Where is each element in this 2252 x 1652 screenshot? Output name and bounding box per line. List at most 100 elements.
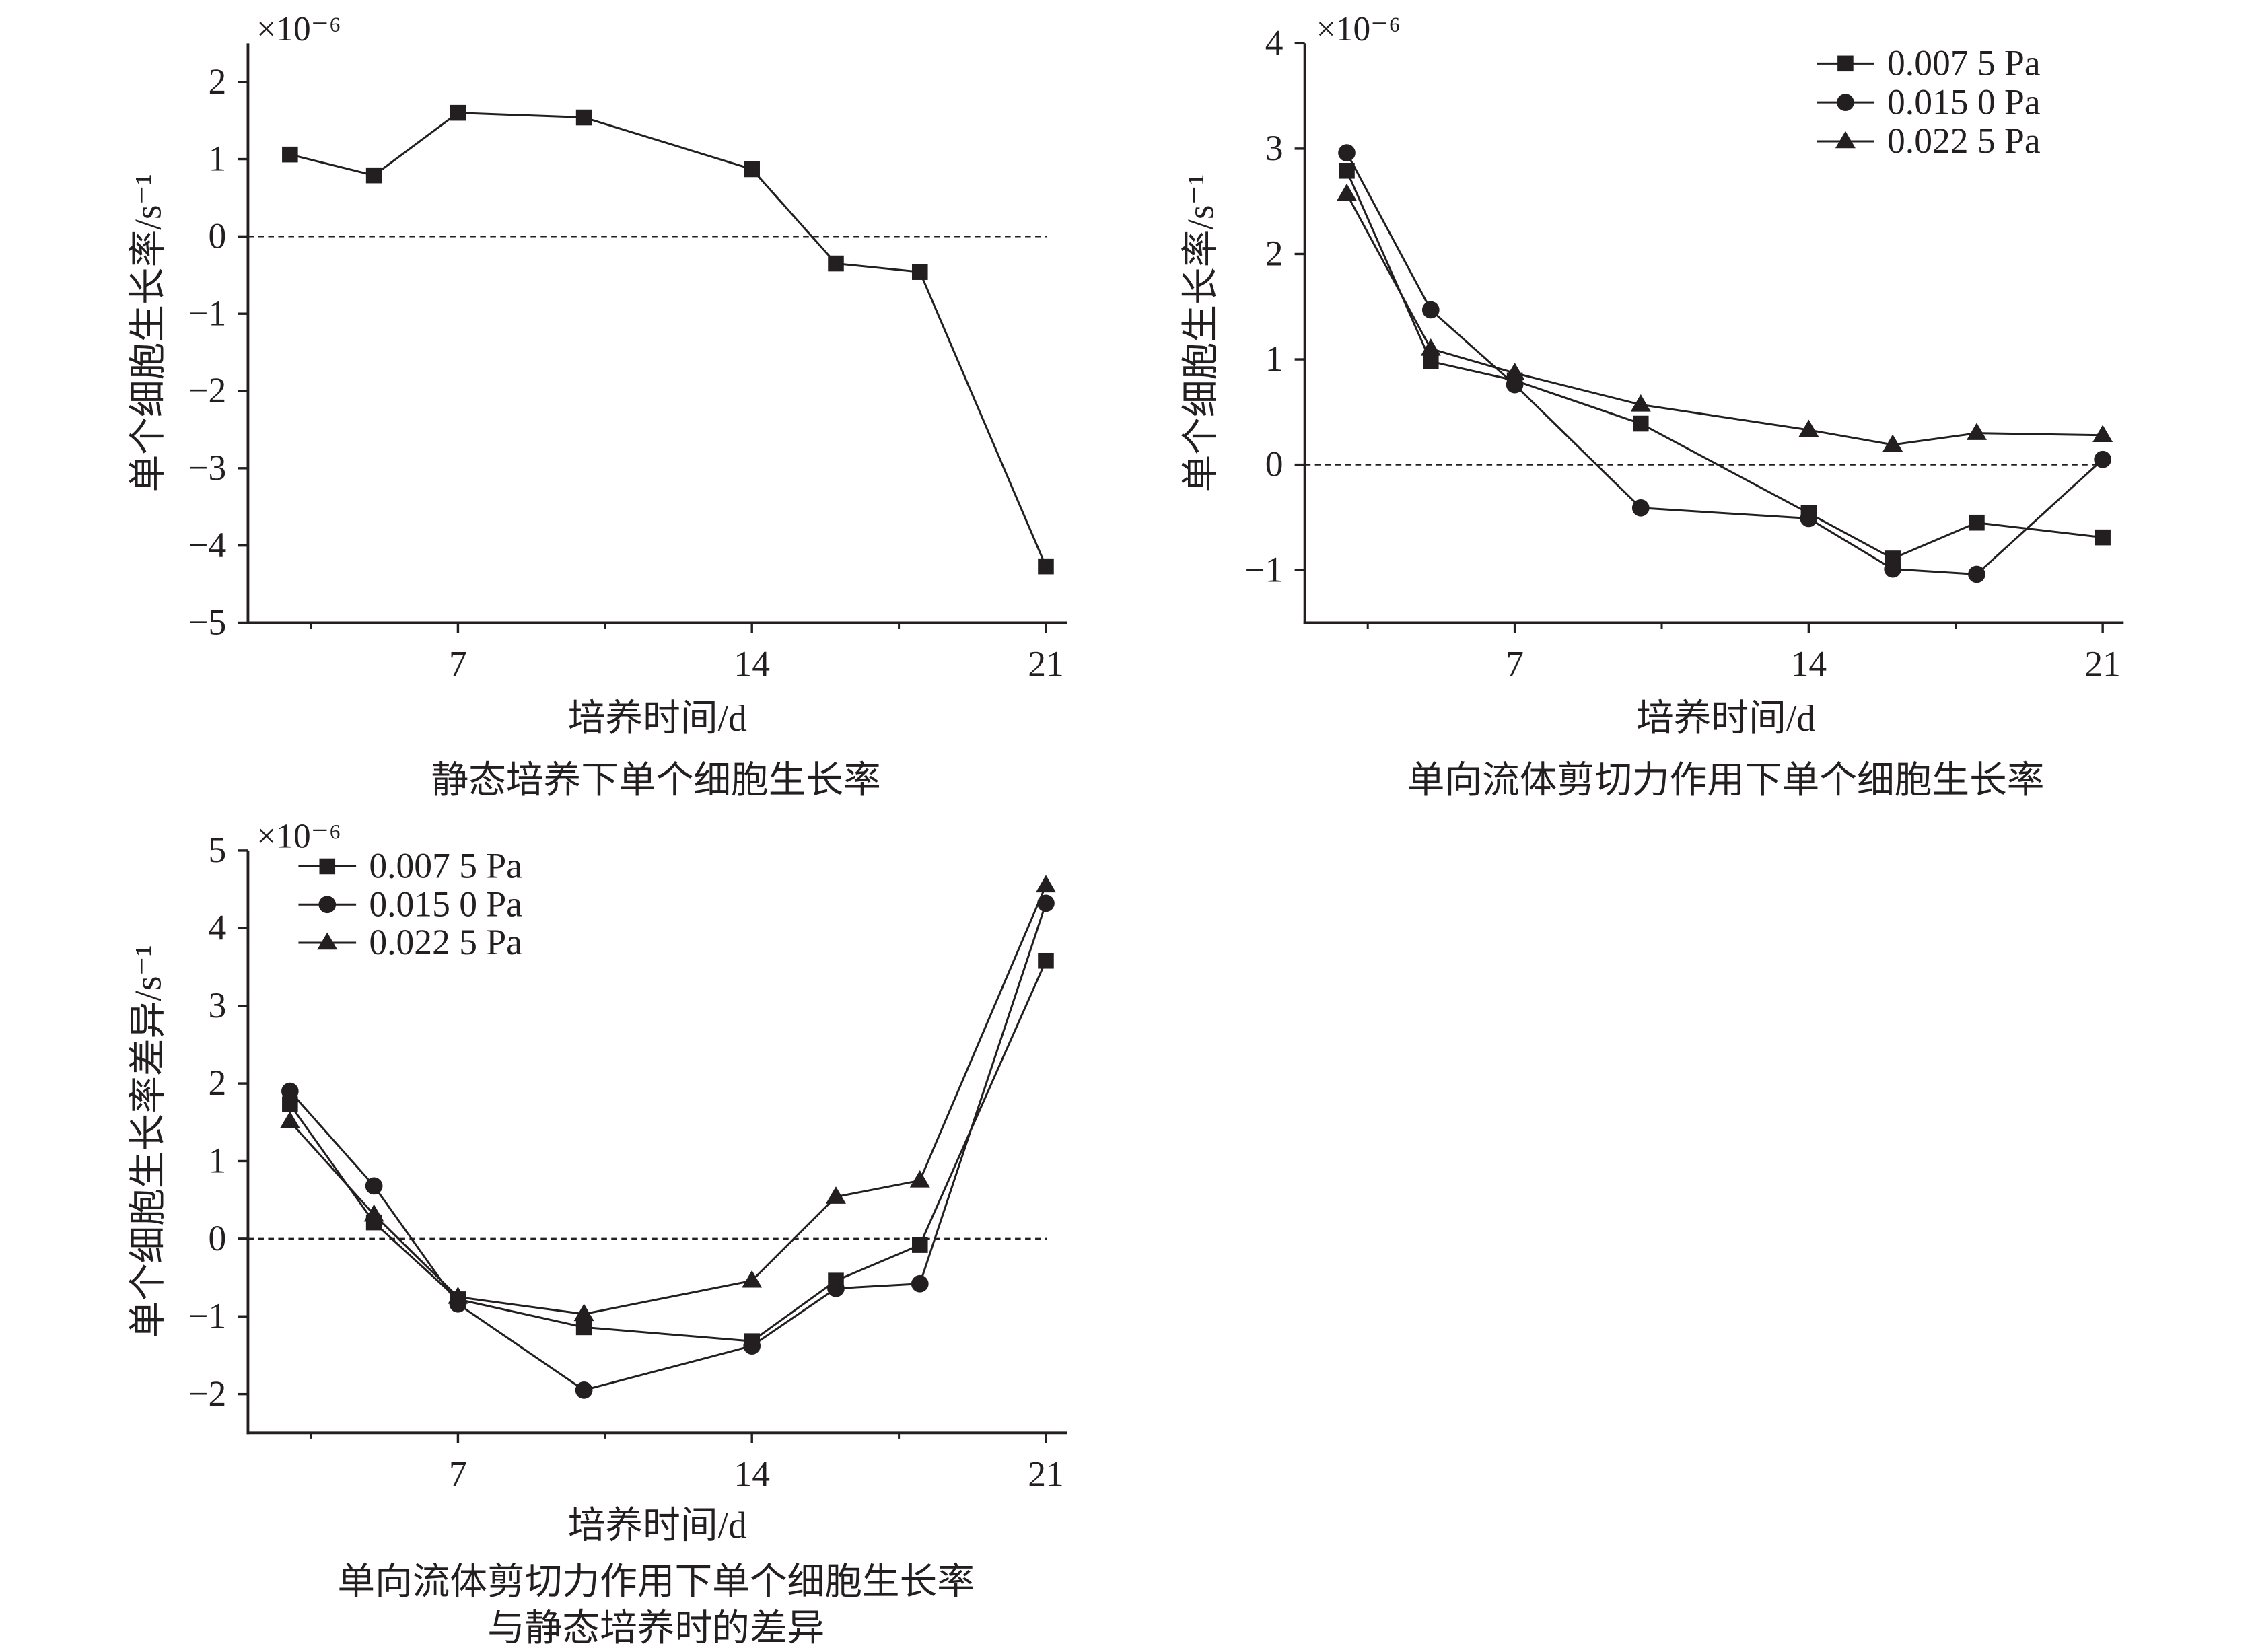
chart-2-series-2-point xyxy=(1884,560,1902,578)
chart-3-series-1-point xyxy=(1038,952,1054,969)
chart-1-y-tick-label: 2 xyxy=(209,61,227,102)
chart-3-y-tick-label: −1 xyxy=(188,1295,226,1336)
chart-3-y-tick-label: 5 xyxy=(209,830,227,870)
chart-3-legend-label: 0.007 5 Pa xyxy=(369,846,522,886)
chart-2-series-1-point xyxy=(1969,514,1985,531)
chart-2-series-3-point xyxy=(1504,362,1525,380)
chart-2-legend-marker-circle xyxy=(1837,94,1854,112)
chart-1-series-point xyxy=(912,264,928,280)
chart-3-series-3-point xyxy=(909,1170,930,1188)
chart-3-series-3-point xyxy=(1035,875,1056,893)
chart-3-series-1-point xyxy=(575,1319,592,1336)
chart-3-series-2-point xyxy=(911,1274,929,1293)
chart-3-y-multiplier: ×10⁻⁶ xyxy=(256,818,341,856)
chart-3-series-3-point xyxy=(742,1270,763,1288)
chart-2-y-axis-label: 单个细胞生长率/s⁻¹ xyxy=(1180,174,1222,492)
chart-1-x-tick-label: 14 xyxy=(734,644,770,684)
chart-1-y-tick-label: 1 xyxy=(209,139,227,179)
chart-2-series-3-point xyxy=(1798,419,1819,437)
chart-2-series-1-point xyxy=(2095,529,2111,546)
chart-2-title: 单向流体剪切力作用下单个细胞生长率 xyxy=(1407,760,2045,801)
chart-3-x-tick-label: 14 xyxy=(734,1454,770,1495)
chart-2-series-3-point xyxy=(1420,338,1441,356)
chart-1-y-tick-label: 0 xyxy=(209,216,227,256)
chart-3-legend-marker-circle xyxy=(318,896,337,914)
chart-1-plot: 210−1−2−3−4−57 14 21 xyxy=(188,43,1067,684)
chart-3-x-tick-label: 21 xyxy=(1028,1454,1064,1495)
chart-2-series-3-point xyxy=(1337,183,1358,201)
chart-3-series-1-line xyxy=(289,960,1047,1342)
chart-2-series-3-point xyxy=(1966,423,1987,440)
chart-2-legend-label: 0.007 5 Pa xyxy=(1887,42,2041,83)
chart-2-series-3-point xyxy=(2092,425,2113,443)
chart-2-x-tick-label: 7 xyxy=(1506,644,1524,684)
chart-2-series-2-point xyxy=(1968,565,1985,583)
chart-1-y-tick-label: −4 xyxy=(188,525,226,565)
chart-3-series-2-point xyxy=(365,1177,383,1195)
chart-2-y-multiplier: ×10⁻⁶ xyxy=(1316,10,1401,48)
chart-2-legend-marker-triangle xyxy=(1835,131,1856,149)
chart-3-series-2-line xyxy=(289,902,1047,1392)
chart-3-legend-marker-square xyxy=(319,858,336,875)
chart-1-y-tick-label: −1 xyxy=(188,293,226,333)
chart-2-series-2-point xyxy=(2094,450,2112,468)
chart-2-series-2-point xyxy=(1631,499,1650,517)
chart-2-series-3-line xyxy=(1345,193,2103,446)
chart-2-y-tick-label: 1 xyxy=(1265,338,1283,379)
chart-1-series-point xyxy=(744,161,760,178)
chart-3-series-2-point xyxy=(743,1337,761,1355)
chart-2-series-1-point xyxy=(1339,162,1355,179)
chart-1-y-tick-label: −5 xyxy=(188,602,226,643)
chart-1-y-tick-label: −2 xyxy=(188,370,226,410)
chart-2-series-2-point xyxy=(1421,301,1440,319)
chart-3-series-3-point xyxy=(279,1111,300,1128)
chart-3-series-3-line xyxy=(289,885,1047,1316)
chart-1-series-point xyxy=(282,146,298,163)
chart-3-title-line-2: 与静态培养时的差异 xyxy=(487,1608,824,1649)
chart-3-legend-marker-triangle xyxy=(317,932,338,950)
chart-1-y-axis-label: 单个细胞生长率/s⁻¹ xyxy=(128,174,170,492)
chart-2-y-tick-label: −1 xyxy=(1245,549,1283,589)
chart-3-y-tick-label: 1 xyxy=(209,1141,227,1181)
chart-3-x-tick-label: 7 xyxy=(449,1454,467,1495)
chart-2-legend-label: 0.022 5 Pa xyxy=(1887,120,2041,161)
chart-3-series-2-point xyxy=(281,1082,299,1100)
chart-3-y-axis-label: 单个细胞生长率差异/s⁻¹ xyxy=(128,945,170,1338)
chart-3-series-3-point xyxy=(448,1286,468,1304)
chart-2-series-1-point xyxy=(1423,353,1439,369)
chart-2-series-2-line xyxy=(1345,152,2104,575)
chart-1: 210−1−2−3−4−57 14 21 ×10⁻⁶ 单个细胞生长率/s⁻¹ 培养时… xyxy=(128,10,1067,801)
chart-2-x-axis-label: 培养时间/d xyxy=(1636,698,1815,740)
chart-2-series-2-point xyxy=(1800,509,1818,528)
chart-2-y-tick-label: 3 xyxy=(1265,128,1283,168)
chart-3-series-1-point xyxy=(912,1237,928,1253)
chart-3-series-3-point xyxy=(825,1186,846,1204)
chart-2-series-1-point xyxy=(1633,415,1649,432)
chart-3-legend-label: 0.022 5 Pa xyxy=(369,922,522,962)
chart-2-series-1-line xyxy=(1345,170,2103,560)
chart-3-y-tick-label: 3 xyxy=(209,985,227,1026)
chart-1-series-line xyxy=(289,112,1047,567)
chart-3-title-line-1: 单向流体剪切力作用下单个细胞生长率 xyxy=(337,1561,975,1603)
chart-1-series-point xyxy=(450,104,466,121)
chart-1-series-point xyxy=(365,167,382,184)
chart-1-series-point xyxy=(1038,558,1054,575)
chart-3-legend-label: 0.015 0 Pa xyxy=(369,884,522,924)
chart-2-series-2-point xyxy=(1338,144,1356,162)
chart-3-y-tick-label: 2 xyxy=(209,1063,227,1103)
chart-3-y-tick-label: 0 xyxy=(209,1218,227,1258)
chart-2-y-tick-label: 0 xyxy=(1265,444,1283,484)
chart-1-y-multiplier: ×10⁻⁶ xyxy=(256,10,341,48)
chart-3-y-tick-label: 4 xyxy=(209,907,227,947)
chart-2-x-tick-label: 21 xyxy=(2084,644,2121,684)
chart-1-y-tick-label: −3 xyxy=(188,447,226,488)
chart-2-legend-label: 0.015 0 Pa xyxy=(1887,81,2041,122)
chart-3-series-3-point xyxy=(363,1204,384,1222)
chart-1-series-point xyxy=(575,109,592,126)
chart-1-x-tick-label: 21 xyxy=(1028,644,1064,684)
chart-3-x-axis-label: 培养时间/d xyxy=(568,1505,747,1547)
